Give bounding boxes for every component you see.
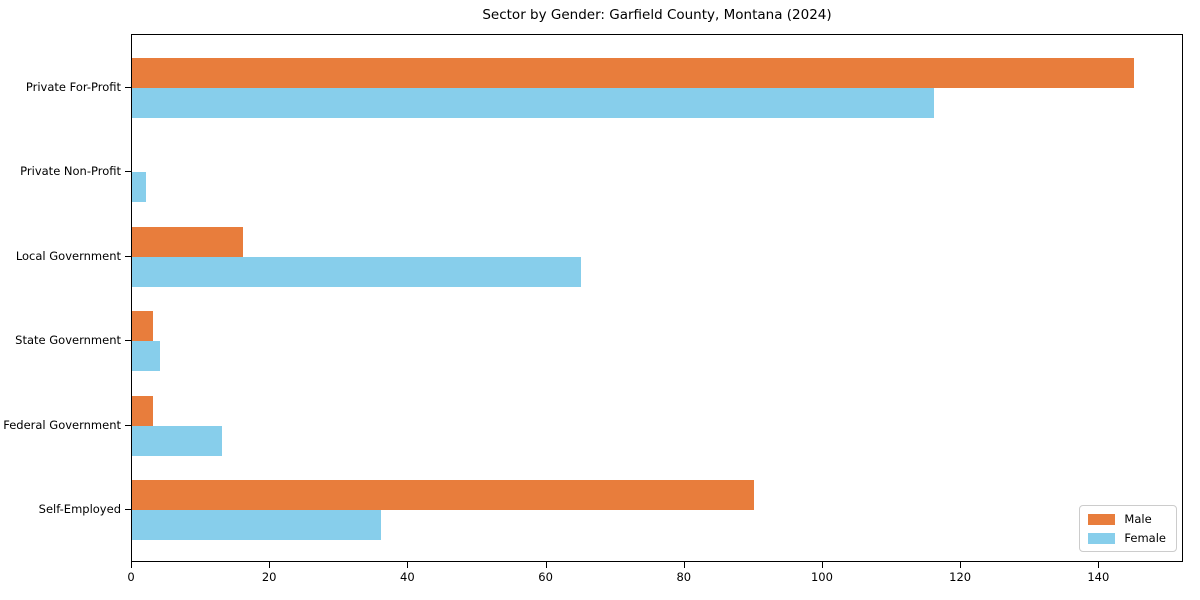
chart-title: Sector by Gender: Garfield County, Monta… (482, 7, 832, 23)
x-tick-label: 140 (1087, 570, 1110, 584)
bar-female-3 (132, 341, 160, 372)
x-tick-mark (131, 562, 132, 568)
x-tick-label: 40 (400, 570, 415, 584)
bar-female-0 (132, 87, 934, 118)
x-tick-label: 20 (261, 570, 277, 584)
y-tick-label: Self-Employed (38, 502, 121, 517)
y-tick-label: Private Non-Profit (20, 164, 121, 179)
bar-male-4 (132, 395, 153, 426)
legend-swatch-female (1088, 532, 1116, 544)
y-tick-mark (125, 340, 131, 342)
y-tick-mark (125, 171, 131, 173)
x-tick-label: 100 (810, 570, 833, 584)
legend-swatch-male (1088, 513, 1116, 525)
bar-male-3 (132, 311, 153, 342)
y-tick-mark (125, 255, 131, 257)
bar-male-2 (132, 226, 243, 257)
x-tick-mark (269, 562, 271, 568)
x-tick-mark (545, 562, 547, 568)
x-tick-mark (683, 562, 685, 568)
x-tick-mark (407, 562, 409, 568)
bar-male-0 (132, 57, 1134, 88)
y-tick-mark (125, 509, 131, 511)
x-tick-label: 80 (676, 570, 692, 584)
y-tick-label: Private For-Profit (25, 79, 121, 94)
bar-female-1 (132, 172, 146, 203)
legend-label: Female (1124, 531, 1166, 545)
y-tick-label: Local Government (15, 248, 121, 263)
bar-female-5 (132, 510, 381, 541)
x-tick-mark (960, 562, 962, 568)
y-tick-mark (125, 424, 131, 426)
legend: Male Female (1079, 505, 1177, 552)
y-tick-label: State Government (15, 333, 121, 348)
y-tick-mark (125, 86, 131, 88)
x-tick-label: 0 (127, 570, 135, 584)
legend-entry-male: Male (1088, 512, 1166, 526)
bar-female-4 (132, 425, 222, 456)
legend-entry-female: Female (1088, 531, 1166, 545)
bar-female-2 (132, 256, 582, 287)
bar-male-5 (132, 480, 754, 511)
legend-label: Male (1124, 512, 1152, 526)
plot-area: Male Female (131, 34, 1183, 562)
x-tick-label: 60 (538, 570, 553, 584)
x-tick-mark (1098, 562, 1100, 568)
y-tick-label: Federal Government (3, 417, 121, 432)
x-tick-mark (821, 562, 823, 568)
x-tick-label: 120 (949, 570, 972, 584)
